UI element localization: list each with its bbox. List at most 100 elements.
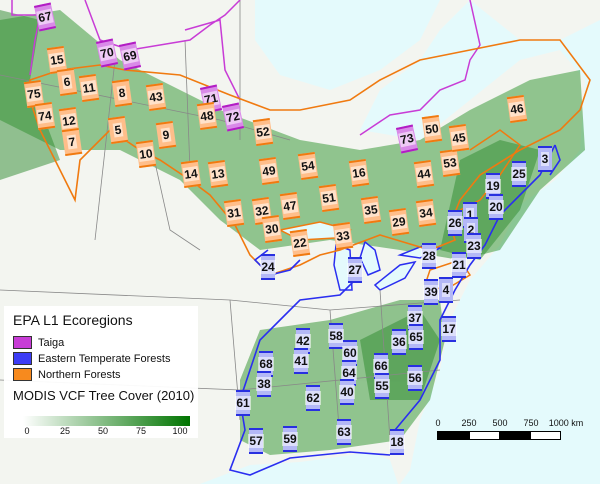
site-marker-eastern-temperate-forests: 57	[248, 428, 264, 454]
legend: EPA L1 Ecoregions Taiga Eastern Temperat…	[4, 306, 198, 438]
site-marker-label: 15	[48, 52, 66, 69]
site-marker-eastern-temperate-forests: 63	[336, 419, 352, 445]
site-marker-label: 74	[36, 108, 54, 125]
site-marker-northern-forests: 29	[388, 207, 410, 237]
site-marker-label: 72	[224, 108, 242, 126]
site-marker-northern-forests: 50	[421, 114, 443, 144]
site-marker-label: 1	[465, 208, 475, 222]
site-marker-label: 73	[398, 130, 416, 148]
site-marker-northern-forests: 31	[223, 198, 245, 228]
scale-label: 1000 km	[548, 418, 584, 428]
site-marker-northern-forests: 22	[289, 228, 311, 258]
site-marker-label: 45	[450, 130, 468, 147]
scale-segment	[437, 431, 470, 440]
legend-item-taiga: Taiga	[13, 336, 64, 349]
site-marker-label: 18	[389, 435, 405, 449]
site-marker-northern-forests: 14	[180, 159, 202, 189]
site-marker-northern-forests: 54	[297, 151, 319, 181]
site-marker-eastern-temperate-forests: 38	[256, 371, 272, 397]
site-marker-label: 65	[408, 330, 424, 344]
gulf-of-mexico	[200, 452, 398, 484]
site-marker-label: 37	[407, 311, 423, 325]
site-marker-label: 7	[66, 134, 78, 150]
site-marker-label: 56	[407, 371, 423, 385]
site-marker-northern-forests: 53	[439, 148, 461, 178]
site-marker-northern-forests: 33	[332, 221, 354, 251]
site-marker-northern-forests: 47	[279, 191, 301, 221]
site-marker-eastern-temperate-forests: 39	[423, 279, 439, 305]
legend-label: Northern Forests	[38, 368, 121, 381]
site-marker-label: 5	[112, 122, 124, 138]
site-marker-northern-forests: 5	[107, 115, 129, 145]
tick-label: 100	[172, 426, 188, 436]
site-marker-label: 70	[98, 44, 116, 62]
site-marker-label: 22	[291, 235, 309, 252]
site-marker-label: 75	[25, 86, 43, 103]
scale-label: 500	[492, 418, 508, 428]
site-marker-northern-forests: 74	[34, 101, 56, 131]
site-marker-label: 12	[60, 113, 78, 130]
site-marker-label: 57	[248, 434, 264, 448]
site-marker-eastern-temperate-forests: 3	[538, 146, 552, 172]
site-marker-label: 64	[341, 366, 357, 380]
site-marker-label: 13	[209, 166, 227, 183]
site-marker-label: 4	[441, 283, 451, 297]
scale-label: 250	[461, 418, 477, 428]
site-marker-eastern-temperate-forests: 21	[451, 252, 467, 278]
scale-segment	[530, 431, 561, 440]
site-marker-eastern-temperate-forests: 18	[389, 429, 405, 455]
legend-item-northern-forests: Northern Forests	[13, 368, 121, 381]
site-marker-northern-forests: 45	[448, 123, 470, 153]
site-marker-northern-forests: 44	[413, 159, 435, 189]
site-marker-eastern-temperate-forests: 24	[260, 254, 276, 280]
site-marker-label: 9	[160, 127, 172, 143]
northern-forests-swatch	[13, 368, 32, 381]
site-marker-eastern-temperate-forests: 26	[447, 210, 463, 236]
site-marker-eastern-temperate-forests: 36	[391, 329, 407, 355]
site-marker-eastern-temperate-forests: 25	[511, 161, 527, 187]
site-marker-label: 69	[121, 47, 139, 65]
site-marker-label: 42	[295, 334, 311, 348]
site-marker-northern-forests: 8	[111, 78, 133, 108]
legend-label: Eastern Temperate Forests	[38, 352, 171, 365]
site-marker-label: 33	[334, 228, 352, 245]
site-marker-label: 51	[320, 190, 338, 207]
site-marker-label: 59	[282, 432, 298, 446]
site-marker-eastern-temperate-forests: 23	[466, 233, 482, 259]
tick-label: 25	[59, 426, 71, 436]
site-marker-label: 20	[488, 200, 504, 214]
site-marker-eastern-temperate-forests: 59	[282, 426, 298, 452]
site-marker-eastern-temperate-forests: 62	[305, 385, 321, 411]
site-marker-label: 46	[508, 101, 526, 118]
site-marker-northern-forests: 46	[506, 94, 528, 124]
site-marker-eastern-temperate-forests: 17	[441, 316, 457, 342]
site-marker-label: 52	[254, 124, 272, 141]
site-marker-label: 28	[421, 249, 437, 263]
site-marker-northern-forests: 16	[348, 158, 370, 188]
site-marker-eastern-temperate-forests: 61	[235, 390, 251, 416]
site-marker-eastern-temperate-forests: 65	[408, 324, 424, 350]
site-marker-eastern-temperate-forests: 40	[339, 379, 355, 405]
site-marker-label: 16	[350, 165, 368, 182]
site-marker-northern-forests: 43	[145, 82, 167, 112]
site-marker-label: 36	[391, 335, 407, 349]
site-marker-label: 21	[451, 258, 467, 272]
site-marker-label: 10	[137, 146, 155, 163]
site-marker-label: 35	[362, 202, 380, 219]
site-marker-label: 27	[347, 263, 363, 277]
site-marker-label: 54	[299, 158, 317, 175]
scale-label: 0	[435, 418, 441, 428]
site-marker-northern-forests: 51	[318, 183, 340, 213]
site-marker-label: 47	[281, 198, 299, 215]
site-marker-label: 31	[225, 205, 243, 222]
site-marker-northern-forests: 7	[61, 127, 83, 157]
site-marker-label: 17	[441, 322, 457, 336]
site-marker-label: 19	[485, 179, 501, 193]
taiga-swatch	[13, 336, 32, 349]
tick-label: 50	[97, 426, 109, 436]
site-marker-label: 67	[36, 8, 54, 26]
legend-label: Taiga	[38, 336, 65, 349]
site-marker-label: 53	[441, 155, 459, 172]
site-marker-northern-forests: 48	[196, 101, 218, 131]
